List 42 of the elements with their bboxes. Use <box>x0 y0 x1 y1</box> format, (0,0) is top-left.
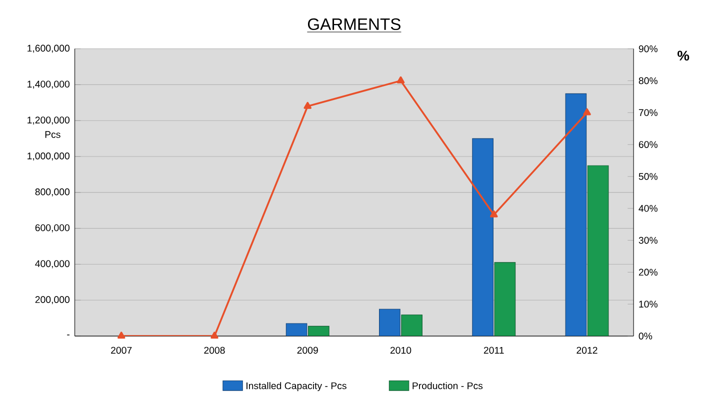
y2-tick-label: 30% <box>638 236 658 244</box>
y-tick-label: 1,000,000 <box>28 152 70 161</box>
y2-tick-label: 70% <box>638 109 658 116</box>
point <box>210 332 218 339</box>
point <box>304 102 312 109</box>
point <box>117 332 126 339</box>
y-tick-label: - <box>67 334 70 336</box>
x-tick-label: 2011 <box>484 346 504 354</box>
bar <box>401 314 422 336</box>
y-tick-label: 1,600,000 <box>28 44 70 53</box>
point <box>396 76 405 84</box>
y-tick-label: 200,000 <box>35 296 70 304</box>
x-tick-label: 2012 <box>576 346 598 354</box>
point <box>583 108 591 116</box>
bar <box>379 308 400 336</box>
bar <box>494 262 516 336</box>
bar <box>472 138 494 336</box>
legend-label: Production - Pcs <box>412 382 483 390</box>
chart-title: GARMENTS <box>308 18 400 30</box>
y2-tick-label: 50% <box>638 173 658 180</box>
y2-tick-label: 10% <box>639 300 658 308</box>
y-tick-label: 1,400,000 <box>28 80 70 89</box>
y-tick-label: 400,000 <box>35 260 70 268</box>
y2-tick-label: 20% <box>638 268 658 276</box>
bar <box>565 93 587 336</box>
y2-axis-title: % <box>678 50 690 61</box>
y2-tick-label: 60% <box>638 141 658 148</box>
y2-tick-label: 40% <box>638 205 658 212</box>
y-tick-label: 800,000 <box>35 188 70 196</box>
y-tick-label: 600,000 <box>35 224 70 232</box>
y2-tick-label: 0% <box>638 332 652 340</box>
x-tick-label: 2009 <box>297 346 318 354</box>
y2-tick-label: 90% <box>638 45 658 52</box>
y2-tick-label: 80% <box>638 77 658 84</box>
y-axis-title: Pcs <box>45 131 60 138</box>
x-tick-label: 2010 <box>390 346 412 354</box>
bar <box>587 165 609 336</box>
x-tick-label: 2007 <box>111 346 132 354</box>
point <box>490 210 498 218</box>
x-tick-label: 2008 <box>204 346 225 354</box>
y-tick-label: 1,200,000 <box>28 116 70 125</box>
legend-label: Installed Capacity - Pcs <box>246 382 346 392</box>
